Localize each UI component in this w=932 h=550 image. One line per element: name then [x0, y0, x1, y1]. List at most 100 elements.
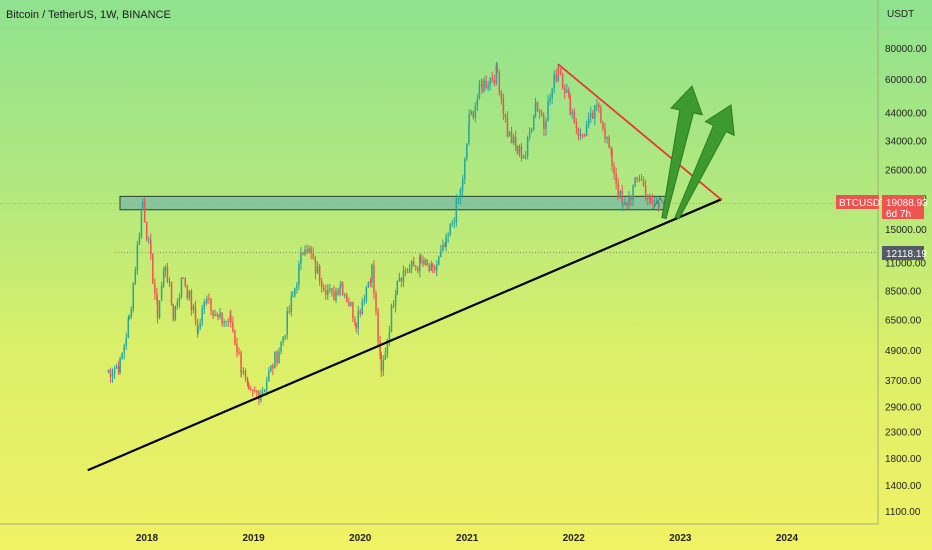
candle-body — [464, 158, 466, 179]
candle-body — [453, 222, 456, 224]
candle-body — [419, 256, 421, 272]
candle-body — [371, 264, 373, 283]
candle-body — [438, 256, 440, 265]
candle-body — [344, 294, 346, 296]
candle-body — [630, 195, 632, 200]
candle-body — [400, 277, 403, 282]
price-tick-label: 4900.00 — [885, 346, 922, 357]
candle-body — [276, 351, 278, 363]
candle-body — [496, 65, 498, 73]
candle-body — [288, 311, 291, 313]
candle-body — [402, 270, 405, 282]
rising-support-trendline[interactable] — [87, 198, 723, 471]
candle-body — [152, 254, 154, 284]
candle-body — [514, 136, 517, 146]
candle-body — [298, 264, 300, 286]
candle-body — [166, 266, 169, 283]
candle-body — [300, 253, 302, 265]
price-tick-label: 80000.00 — [885, 44, 927, 55]
candle-body — [386, 339, 389, 354]
candle-body — [615, 173, 617, 184]
candle-body — [398, 277, 401, 281]
candle-body — [138, 235, 141, 245]
candle-body — [357, 311, 359, 329]
candle-body — [596, 104, 598, 106]
candle-body — [266, 381, 268, 390]
candle-body — [600, 107, 602, 123]
candle-body — [483, 80, 485, 92]
candle-body — [128, 317, 130, 320]
price-tick-label: 6500.00 — [885, 315, 922, 326]
candle-body — [227, 320, 229, 323]
candle-body — [254, 390, 256, 392]
projection-arrow-up-right[interactable] — [674, 104, 735, 220]
candle-body — [225, 320, 227, 322]
candle-body — [115, 366, 118, 369]
candle-body — [545, 120, 547, 130]
candle-body — [325, 290, 327, 295]
candle-body — [569, 94, 572, 115]
candle-body — [359, 311, 361, 315]
support-zone-box[interactable] — [119, 195, 668, 211]
candle-body — [278, 351, 280, 363]
candle-body — [242, 370, 245, 372]
candle-body — [571, 111, 574, 115]
time-tick-label: 2021 — [456, 533, 479, 544]
candle-body — [286, 311, 288, 335]
candle-body — [561, 73, 564, 88]
candle-body — [468, 124, 470, 144]
time-tick-label: 2024 — [776, 533, 799, 544]
candle-body — [649, 196, 652, 200]
candle-body — [174, 305, 177, 320]
candle-body — [557, 67, 560, 70]
candle-body — [322, 287, 325, 291]
candle-body — [485, 80, 487, 88]
candle-body — [632, 185, 634, 200]
candle-body — [626, 202, 628, 206]
candle-body — [335, 290, 337, 301]
projection-arrows[interactable] — [661, 85, 735, 220]
candle-body — [594, 105, 596, 119]
candle-body — [534, 101, 537, 117]
candle-body — [186, 285, 189, 298]
candle-body — [581, 133, 584, 135]
candle-body — [304, 249, 306, 255]
symbol-badge: BTCUSDT — [839, 198, 886, 209]
candle-body — [223, 321, 225, 324]
price-tick-label: 2300.00 — [885, 428, 922, 439]
candle-body — [624, 202, 626, 205]
candle-body — [512, 136, 515, 144]
candle-body — [510, 131, 513, 144]
candle-body — [373, 264, 375, 294]
candle-body — [606, 137, 608, 139]
candle-body — [508, 131, 511, 137]
trendlines[interactable] — [87, 63, 723, 471]
candle-body — [390, 305, 393, 332]
candle-body — [502, 98, 505, 114]
candle-body — [442, 244, 444, 252]
candle-body — [430, 264, 432, 271]
price-tick-label: 60000.00 — [885, 75, 927, 86]
candle-body — [230, 315, 232, 323]
candle-body — [352, 302, 354, 319]
candle-body — [520, 146, 523, 159]
price-badges: BTCUSDT 19088.93 6d 7h 12118.19 — [836, 195, 928, 260]
candle-body — [379, 341, 381, 355]
level-badge: 12118.19 — [886, 249, 927, 260]
price-tick-label: 1800.00 — [885, 454, 922, 465]
candle-body — [158, 300, 161, 318]
candle-body — [234, 331, 236, 344]
candle-body — [258, 391, 260, 401]
candle-body — [604, 128, 606, 139]
candle-body — [404, 270, 407, 273]
candle-body — [117, 366, 120, 373]
candle-body — [587, 117, 590, 126]
candle-body — [470, 111, 472, 115]
candle-body — [203, 301, 206, 309]
candle-body — [553, 74, 555, 89]
support-zone[interactable] — [119, 195, 668, 211]
projection-arrow-up[interactable] — [661, 85, 704, 219]
candle-body — [444, 244, 446, 247]
candle-body — [380, 354, 383, 372]
